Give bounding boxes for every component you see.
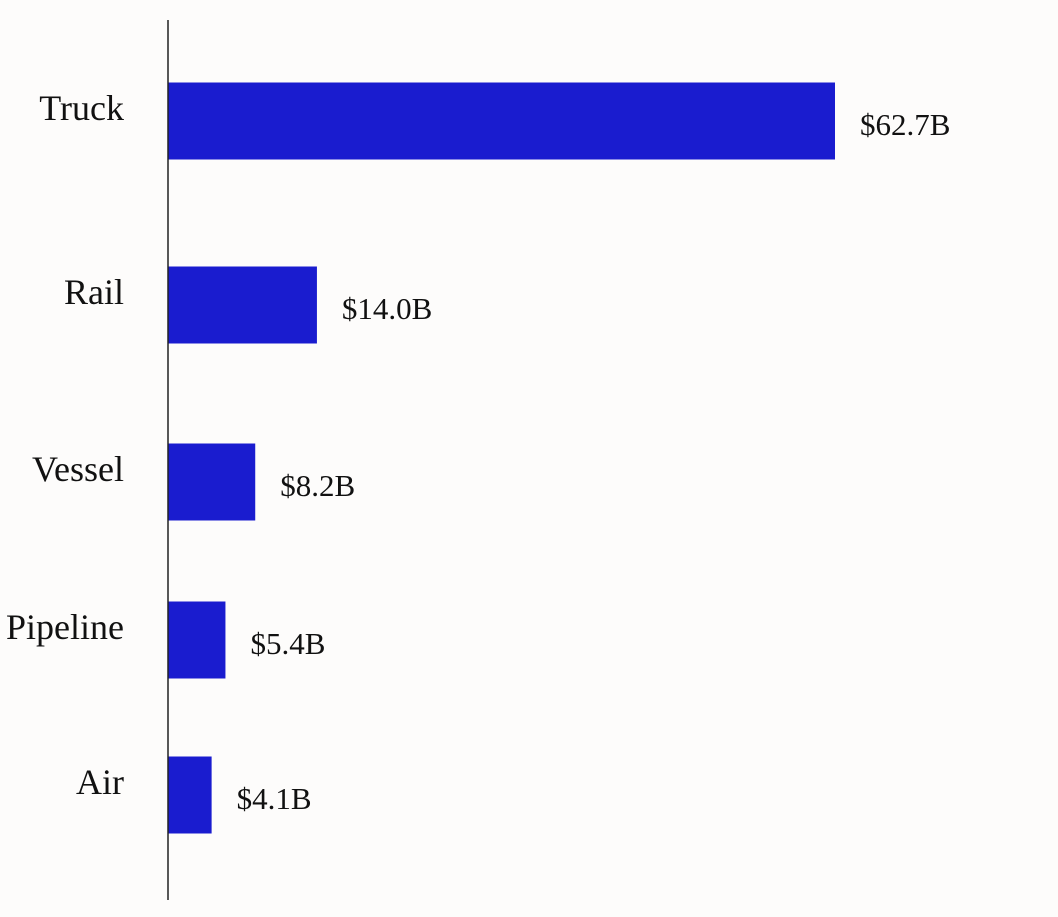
category-label: Vessel: [32, 449, 124, 489]
category-label: Pipeline: [6, 607, 124, 647]
category-label: Truck: [39, 88, 124, 128]
value-label: $8.2B: [280, 468, 355, 503]
category-label: Rail: [64, 272, 124, 312]
category-label: Air: [76, 762, 124, 802]
bar-vessel: [168, 443, 256, 521]
value-label: $14.0B: [342, 291, 432, 326]
bar-rail: [168, 266, 317, 344]
value-label: $62.7B: [860, 107, 950, 142]
value-label: $4.1B: [237, 781, 312, 816]
bar-pipeline: [168, 601, 226, 679]
bar-truck: [168, 82, 835, 160]
value-label: $5.4B: [250, 626, 325, 661]
bar-air: [168, 756, 212, 834]
